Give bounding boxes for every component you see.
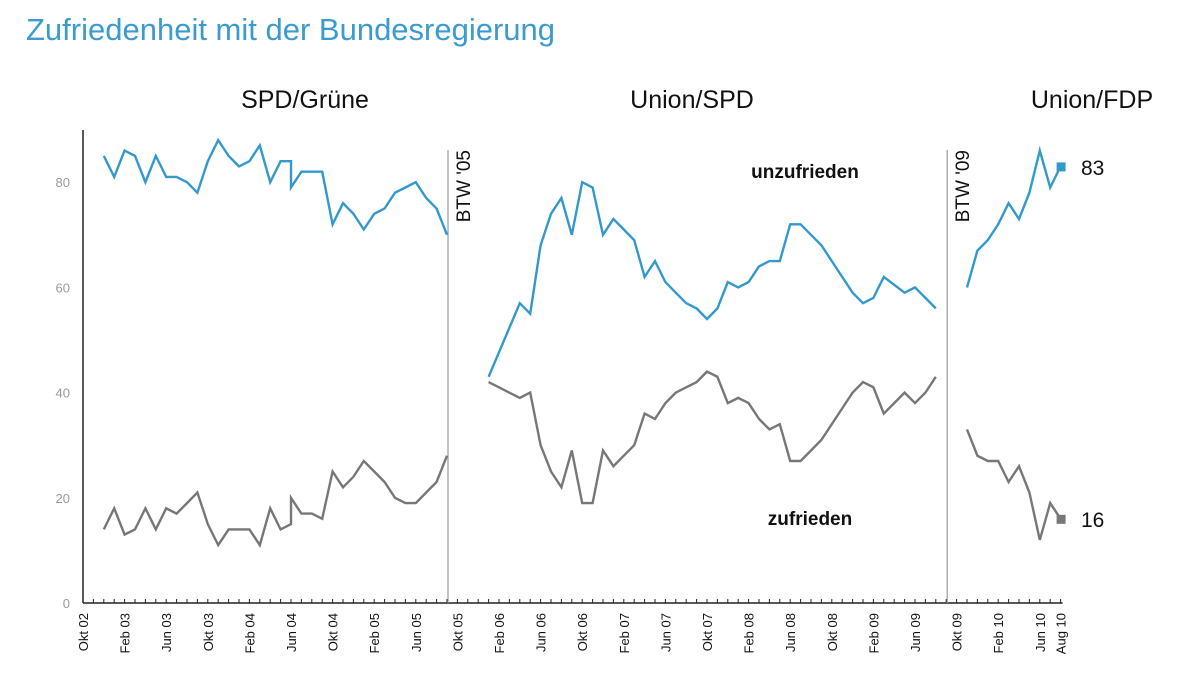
x-tick-label: Jun 07 — [658, 613, 673, 652]
end-value-zufrieden: 16 — [1081, 509, 1104, 532]
x-tick-label: Feb 04 — [242, 613, 257, 653]
x-tick-label: Okt 09 — [950, 613, 965, 651]
x-tick-label: Jun 09 — [908, 613, 923, 652]
end-value-unzufrieden: 83 — [1081, 157, 1104, 180]
x-tick-label: Jun 03 — [159, 613, 174, 652]
x-tick-label: Okt 03 — [201, 613, 216, 651]
x-tick-label: Feb 03 — [118, 613, 133, 653]
x-tick-label: Aug 10 — [1054, 613, 1069, 654]
election-marker-label: BTW '09 — [953, 150, 974, 222]
x-tick-label: Okt 08 — [825, 613, 840, 651]
x-tick-label: Feb 10 — [991, 613, 1006, 653]
x-tick-label: Feb 09 — [866, 613, 881, 653]
x-tick-label: Jun 04 — [284, 613, 299, 652]
y-tick-label: 0 — [63, 596, 70, 611]
x-tick-label: Jun 05 — [409, 613, 424, 652]
election-marker-label: BTW '05 — [454, 150, 475, 222]
y-tick-label: 40 — [56, 386, 70, 401]
x-tick-label: Okt 06 — [575, 613, 590, 651]
y-tick-label: 20 — [56, 491, 70, 506]
series-line-unzufrieden — [102, 137, 449, 236]
x-tick-label: Feb 07 — [617, 613, 632, 653]
x-tick-label: Okt 07 — [700, 613, 715, 651]
series-label-zufrieden: zufrieden — [768, 509, 852, 530]
x-tick-label: Feb 08 — [742, 613, 757, 653]
x-tick-label: Okt 05 — [450, 613, 465, 651]
x-tick-label: Jun 06 — [534, 613, 549, 652]
y-tick-label: 80 — [56, 175, 70, 190]
series-line-unzufrieden — [487, 180, 937, 378]
x-tick-label: Okt 02 — [76, 613, 91, 651]
series-line-zufrieden — [488, 370, 937, 505]
x-tick-label: Okt 04 — [326, 613, 341, 651]
x-tick-label: Jun 08 — [783, 613, 798, 652]
x-tick-label: Feb 05 — [367, 613, 382, 653]
series-line-zufrieden — [102, 455, 449, 548]
series-line-unzufrieden — [965, 145, 1062, 288]
period-label-union-spd: Union/SPD — [630, 86, 754, 114]
y-tick-label: 60 — [56, 280, 70, 295]
series-label-unzufrieden: unzufrieden — [751, 162, 859, 183]
end-marker-unzufrieden — [1056, 162, 1066, 172]
x-tick-label: Feb 06 — [492, 613, 507, 653]
end-marker-zufrieden — [1056, 514, 1066, 524]
period-label-spd-gruene: SPD/Grüne — [241, 86, 369, 114]
x-tick-label: Jun 10 — [1033, 613, 1048, 652]
period-label-union-fdp: Union/FDP — [1031, 86, 1153, 114]
series-line-zufrieden — [965, 428, 1062, 541]
chart-title: Zufriedenheit mit der Bundesregierung — [26, 12, 555, 47]
